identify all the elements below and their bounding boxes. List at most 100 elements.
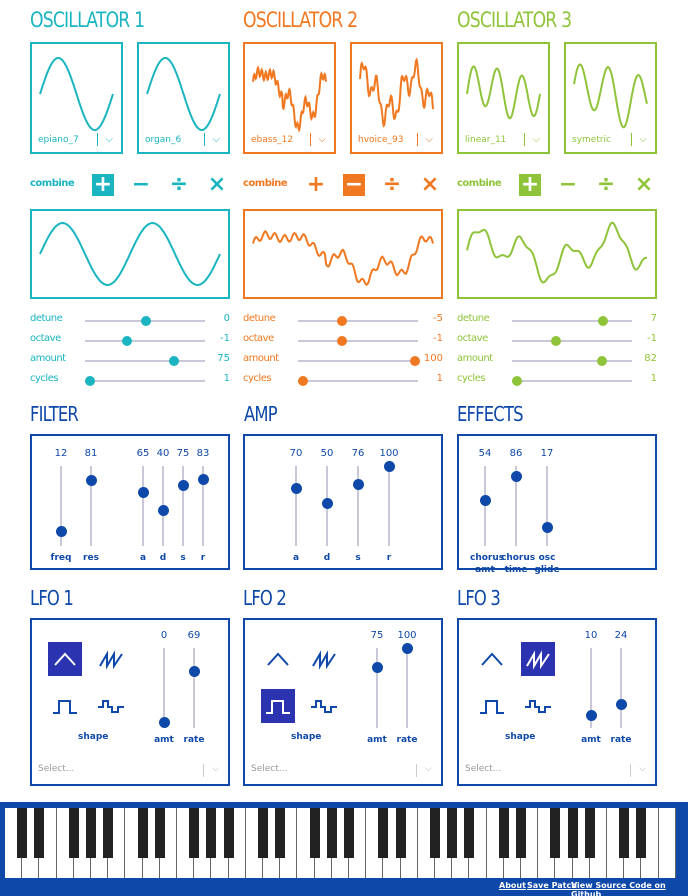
shape-saw-button[interactable] — [94, 642, 128, 676]
slider-track[interactable] — [515, 466, 517, 546]
slider-knob[interactable] — [551, 336, 562, 346]
black-key[interactable] — [223, 808, 234, 858]
wave-select-box[interactable]: hvoice_93 ⌵ — [350, 42, 443, 154]
slider-track[interactable] — [590, 648, 592, 728]
shape-saw-button[interactable] — [307, 642, 341, 676]
lfo-target-select[interactable]: Select... ⌵ — [465, 764, 649, 778]
slider-track[interactable] — [388, 466, 390, 546]
multiply-button[interactable]: × — [420, 172, 440, 197]
black-key[interactable] — [206, 808, 217, 858]
slider-knob[interactable] — [86, 475, 97, 487]
slider-knob[interactable] — [121, 336, 132, 346]
slider-track[interactable] — [85, 340, 205, 342]
add-button[interactable]: + — [306, 172, 326, 197]
slider-track[interactable] — [182, 466, 184, 546]
shape-triangle-button[interactable] — [48, 642, 82, 676]
slider-track[interactable] — [406, 648, 408, 728]
black-key[interactable] — [498, 808, 509, 858]
black-key[interactable] — [550, 808, 561, 858]
slider-knob[interactable] — [480, 495, 491, 507]
white-key[interactable] — [658, 808, 676, 878]
lfo-target-select[interactable]: Select... ⌵ — [38, 764, 222, 778]
wave-select-box[interactable]: organ_6 ⌵ — [137, 42, 230, 154]
slider-knob[interactable] — [178, 479, 189, 491]
wave-select[interactable]: ebass_12 ⌵ — [251, 132, 328, 148]
slider-track[interactable] — [512, 320, 632, 322]
lfo-target-select[interactable]: Select... ⌵ — [251, 764, 435, 778]
subtract-button[interactable]: − — [558, 172, 578, 197]
slider-knob[interactable] — [291, 483, 302, 495]
piano-keyboard[interactable] — [0, 802, 688, 882]
black-key[interactable] — [326, 808, 337, 858]
slider-knob[interactable] — [198, 473, 209, 485]
wave-select[interactable]: hvoice_93 ⌵ — [358, 132, 435, 148]
black-key[interactable] — [68, 808, 79, 858]
black-key[interactable] — [189, 808, 200, 858]
black-key[interactable] — [137, 808, 148, 858]
wave-select[interactable]: linear_11 ⌵ — [465, 132, 542, 148]
slider-track[interactable] — [90, 466, 92, 546]
slider-knob[interactable] — [298, 376, 308, 386]
slider-track[interactable] — [60, 466, 62, 546]
shape-square-button[interactable] — [475, 689, 509, 723]
multiply-button[interactable]: × — [634, 172, 654, 197]
black-key[interactable] — [34, 808, 45, 858]
shape-triangle-button[interactable] — [261, 642, 295, 676]
black-key[interactable] — [309, 808, 320, 858]
wave-select[interactable]: organ_6 ⌵ — [145, 132, 222, 148]
slider-knob[interactable] — [598, 316, 609, 326]
slider-knob[interactable] — [138, 486, 149, 498]
black-key[interactable] — [430, 808, 440, 858]
shape-stair-button[interactable] — [307, 689, 341, 723]
shape-stair-button[interactable] — [94, 689, 128, 723]
wave-select[interactable]: epiano_7 ⌵ — [38, 132, 115, 148]
wave-select-box[interactable]: ebass_12 ⌵ — [243, 42, 336, 154]
wave-select-box[interactable]: linear_11 ⌵ — [457, 42, 550, 154]
slider-track[interactable] — [295, 466, 297, 546]
black-key[interactable] — [86, 808, 96, 858]
slider-track[interactable] — [546, 466, 548, 546]
slider-track[interactable] — [620, 648, 622, 728]
wave-select[interactable]: symetric ⌵ — [572, 132, 649, 148]
slider-track[interactable] — [85, 380, 205, 382]
slider-track[interactable] — [512, 340, 632, 342]
subtract-button[interactable]: − — [343, 172, 365, 197]
slider-knob[interactable] — [85, 376, 95, 386]
slider-knob[interactable] — [410, 356, 420, 366]
slider-track[interactable] — [376, 648, 378, 728]
wave-select-box[interactable]: symetric ⌵ — [564, 42, 657, 154]
slider-knob[interactable] — [189, 665, 200, 677]
source-code-link[interactable]: View Source Code on Github — [571, 881, 666, 896]
slider-knob[interactable] — [337, 336, 348, 346]
black-key[interactable] — [17, 808, 28, 858]
shape-square-button[interactable] — [261, 689, 295, 723]
slider-knob[interactable] — [511, 471, 522, 483]
slider-knob[interactable] — [353, 478, 364, 490]
slider-track[interactable] — [142, 466, 144, 546]
divide-button[interactable]: ÷ — [382, 172, 402, 197]
black-key[interactable] — [258, 808, 268, 858]
black-key[interactable] — [636, 808, 647, 858]
wave-select-box[interactable]: epiano_7 ⌵ — [30, 42, 123, 154]
slider-track[interactable] — [298, 360, 418, 362]
black-key[interactable] — [447, 808, 458, 858]
slider-knob[interactable] — [337, 316, 348, 326]
black-key[interactable] — [344, 808, 354, 858]
slider-knob[interactable] — [597, 356, 608, 366]
slider-track[interactable] — [85, 360, 205, 362]
slider-knob[interactable] — [56, 526, 67, 538]
black-key[interactable] — [275, 808, 286, 858]
multiply-button[interactable]: × — [207, 172, 227, 197]
slider-track[interactable] — [298, 380, 418, 382]
about-link[interactable]: About — [499, 881, 526, 890]
divide-button[interactable]: ÷ — [169, 172, 189, 197]
slider-knob[interactable] — [384, 461, 395, 472]
black-key[interactable] — [395, 808, 406, 858]
slider-knob[interactable] — [141, 316, 151, 326]
divide-button[interactable]: ÷ — [596, 172, 616, 197]
slider-knob[interactable] — [542, 522, 553, 534]
add-button[interactable]: + — [92, 172, 114, 197]
shape-square-button[interactable] — [48, 689, 82, 723]
slider-knob[interactable] — [616, 699, 627, 711]
slider-track[interactable] — [193, 648, 195, 728]
